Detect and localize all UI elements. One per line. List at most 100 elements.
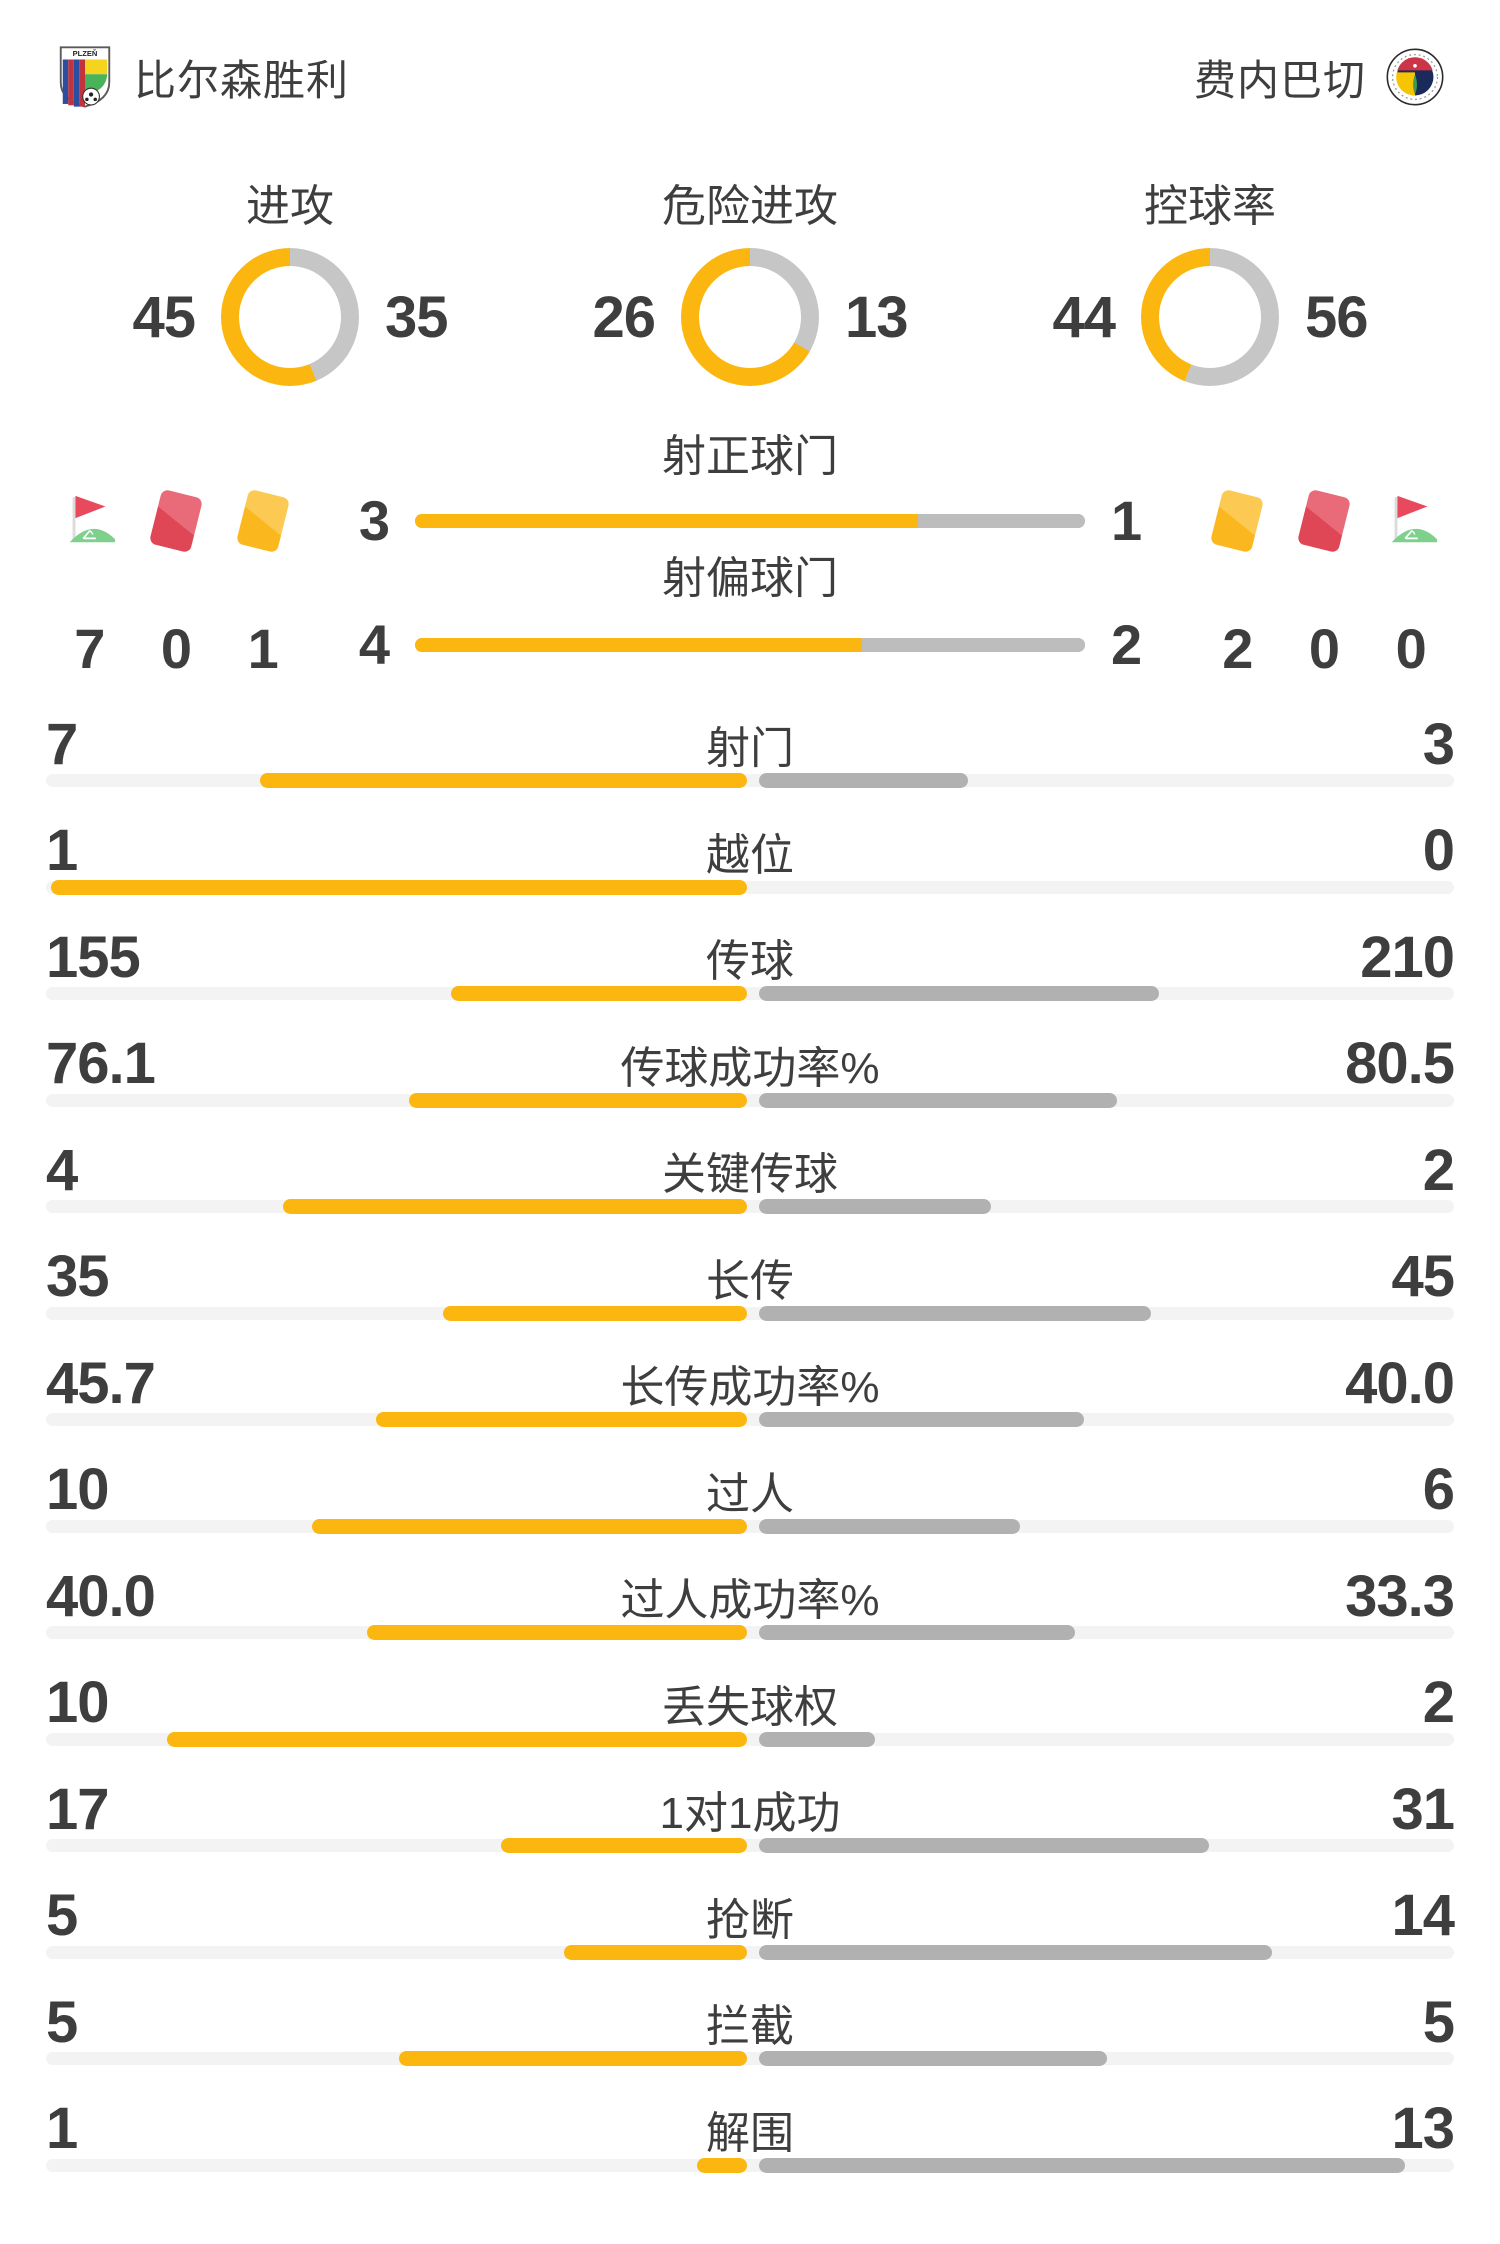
- stat-label: 长传: [706, 1256, 794, 1306]
- dangerous-attack-donut-chart: [681, 248, 819, 386]
- stat-away-value: 13: [1391, 2096, 1455, 2161]
- possession-donut-chart: [1141, 248, 1279, 386]
- stat-bar-away: [759, 1092, 1117, 1108]
- stat-bar-home: [408, 1092, 747, 1108]
- shots-on-target-away-bar: [917, 513, 1085, 528]
- yellow-card-icon: [1210, 488, 1265, 553]
- stat-away-value: 2: [1422, 1137, 1455, 1203]
- stat-bar-away: [759, 1944, 1272, 1960]
- stat-bar-away: [759, 986, 1160, 1001]
- stats-list: 7 射门 3 1 越位 0 155 传球: [0, 711, 1500, 2206]
- stat-away-value: 31: [1391, 1776, 1455, 1842]
- stat-home-value: 5: [46, 1989, 78, 2055]
- shots-on-target-home-bar: [415, 513, 918, 528]
- stat-row: 1 越位 0: [46, 818, 1455, 928]
- shots-on-target-bar: [415, 513, 1085, 528]
- stat-home-value: 10: [46, 1457, 110, 1522]
- stat-bar-track: [46, 1305, 1454, 1321]
- donut-attack-away-value: 35: [385, 284, 449, 350]
- stat-away-value: 40.0: [1345, 1350, 1455, 1416]
- stat-bar-track: [46, 1518, 1454, 1534]
- stat-bar-away: [759, 1838, 1209, 1853]
- stat-home-value: 10: [46, 1670, 110, 1735]
- away-team-name: 费内巴切: [1193, 56, 1366, 104]
- home-red-cards-count: 0: [160, 616, 192, 680]
- stat-bar-track: [46, 773, 1454, 788]
- away-discipline-icons: [1194, 488, 1454, 553]
- stat-home-value: 35: [46, 1244, 110, 1309]
- stat-row: 40.0 过人成功率% 33.3: [46, 1563, 1455, 1673]
- stat-row: 1 解围 13: [46, 2096, 1455, 2206]
- stat-bar-away: [759, 2051, 1107, 2066]
- stat-home-value: 1: [46, 2096, 78, 2161]
- donut-attack-label: 进攻: [246, 182, 334, 231]
- stat-row: 5 拦截 5: [46, 1989, 1455, 2099]
- stat-away-value: 14: [1391, 1883, 1455, 1948]
- stat-away-value: 5: [1422, 1989, 1455, 2055]
- stat-home-value: 7: [46, 711, 78, 777]
- stat-bar-home: [563, 1944, 747, 1960]
- stat-row: 35 长传 45: [46, 1244, 1455, 1354]
- stat-row: 45.7 长传成功率% 40.0: [46, 1350, 1455, 1460]
- stat-away-value: 33.3: [1345, 1563, 1455, 1629]
- stat-row: 5 抢断 14: [46, 1883, 1455, 1993]
- stat-row: 155 传球 210: [46, 924, 1455, 1034]
- stat-away-value: 80.5: [1345, 1031, 1455, 1096]
- stat-bar-home: [500, 1838, 747, 1853]
- stat-label: 丢失球权: [662, 1682, 838, 1732]
- away-discipline-values: 2 0 0: [1194, 616, 1454, 680]
- stat-home-value: 155: [46, 924, 141, 990]
- stat-away-value: 210: [1360, 924, 1455, 990]
- stat-label: 越位: [706, 830, 794, 880]
- donut-dangerous-attack-label: 危险进攻: [662, 182, 838, 231]
- away-red-cards-count: 0: [1308, 616, 1340, 680]
- shots-on-target-home-value: 3: [358, 489, 390, 552]
- stat-label: 关键传球: [662, 1150, 838, 1199]
- donut-attack: 进攻 45 35: [60, 182, 520, 386]
- stat-away-value: 0: [1422, 818, 1455, 883]
- red-card-icon: [1296, 488, 1352, 553]
- shots-off-target-home-value: 4: [358, 613, 390, 676]
- stat-bar-away: [759, 1199, 991, 1214]
- shots-on-target-row: 3 1: [0, 488, 1500, 553]
- stat-row: 17 1对1成功 31: [46, 1776, 1455, 1886]
- stat-bar-track: [46, 879, 1454, 895]
- home-team-name: 比尔森胜利: [134, 56, 350, 104]
- stat-home-value: 45.7: [46, 1350, 156, 1416]
- shots-off-target-label: 射偏球门: [662, 554, 838, 603]
- stat-bar-track: [46, 1731, 1454, 1747]
- home-discipline-values: 7 0 1: [46, 616, 306, 680]
- shots-off-target-home-bar: [415, 637, 862, 652]
- stat-row: 4 关键传球 2: [46, 1137, 1455, 1247]
- stat-bar-track: [46, 986, 1454, 1001]
- stat-home-value: 5: [46, 1883, 78, 1948]
- stat-home-value: 40.0: [46, 1563, 156, 1629]
- donut-dangerous-attack-home-value: 26: [592, 284, 656, 350]
- stat-bar-home: [451, 986, 747, 1001]
- stat-away-value: 45: [1391, 1244, 1455, 1309]
- stat-bar-away: [759, 1625, 1076, 1640]
- donut-section: 进攻 45 35 危险进攻 26 13 控球率 44 56: [0, 182, 1500, 386]
- stat-label: 解围: [706, 2108, 794, 2158]
- away-corners-count: 0: [1395, 616, 1427, 680]
- red-card-icon: [148, 488, 204, 553]
- shots-section: 射正球门 3 1: [0, 432, 1500, 680]
- stat-row: 7 射门 3: [46, 711, 1455, 821]
- yellow-card-icon: [235, 488, 290, 553]
- shots-off-target-row: 7 0 1 4 2 2 0 0: [0, 612, 1500, 680]
- stat-bar-track: [46, 1199, 1454, 1214]
- shots-off-target-bar: [415, 637, 1085, 652]
- donut-possession: 控球率 44 56: [980, 182, 1440, 386]
- home-yellow-cards-count: 1: [247, 616, 279, 680]
- stat-bar-home: [51, 879, 747, 895]
- stat-bar-home: [167, 1731, 747, 1747]
- stat-bar-home: [442, 1305, 747, 1321]
- donut-possession-label: 控球率: [1144, 182, 1276, 231]
- stat-label: 1对1成功: [659, 1789, 841, 1838]
- away-yellow-cards-count: 2: [1222, 616, 1253, 680]
- stat-label: 传球: [706, 937, 794, 986]
- donut-hole: [239, 266, 341, 368]
- stat-label: 长传成功率%: [620, 1363, 880, 1412]
- donut-possession-home-value: 44: [1052, 284, 1116, 350]
